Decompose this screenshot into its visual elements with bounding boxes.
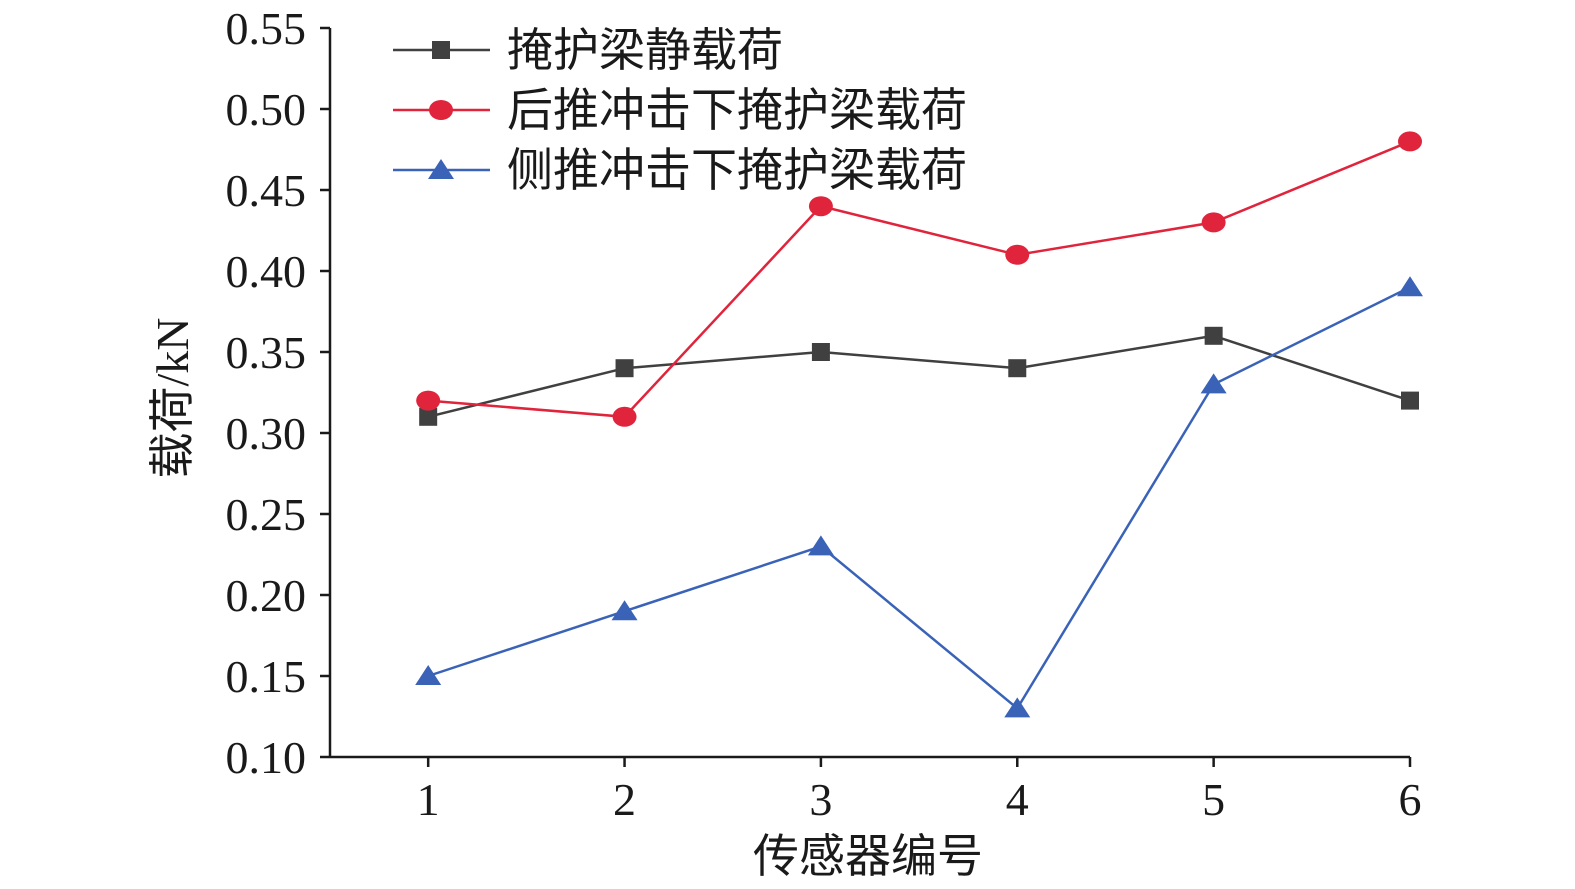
data-point-square bbox=[1204, 326, 1223, 345]
y-tick-label: 0.30 bbox=[226, 408, 307, 459]
data-point-square bbox=[1401, 391, 1419, 410]
x-tick-label: 4 bbox=[1006, 774, 1029, 825]
y-ticks: 0.10 0.15 0.20 0.25 0.30 0.35 0.40 0.45 0.50 0.55 bbox=[226, 3, 330, 783]
data-point-circle bbox=[1398, 131, 1422, 152]
legend-item: 掩护梁静载荷 bbox=[393, 25, 783, 76]
data-point-circle bbox=[1201, 212, 1226, 233]
y-tick-label: 0.45 bbox=[226, 165, 307, 216]
legend-item: 侧推冲击下掩护梁载荷 bbox=[393, 145, 967, 196]
series-layer bbox=[415, 131, 1423, 718]
data-point-circle bbox=[808, 196, 833, 217]
y-tick-label: 0.10 bbox=[226, 732, 307, 783]
y-tick-label: 0.25 bbox=[226, 489, 307, 540]
y-axis-title: 载荷/kN bbox=[147, 318, 198, 479]
y-tick-label: 0.40 bbox=[226, 246, 307, 297]
data-point-circle bbox=[416, 390, 441, 411]
data-point-triangle bbox=[1004, 697, 1031, 718]
series-line bbox=[428, 140, 1411, 419]
data-point-square bbox=[1008, 359, 1027, 378]
series-triangle bbox=[415, 276, 1423, 718]
y-tick-label: 0.50 bbox=[226, 84, 307, 135]
x-tick-label: 2 bbox=[613, 774, 636, 825]
y-tick-label: 0.15 bbox=[226, 651, 307, 702]
data-point-triangle bbox=[611, 600, 638, 621]
data-point-triangle bbox=[415, 665, 442, 685]
data-point-square bbox=[419, 407, 438, 426]
legend-label: 侧推冲击下掩护梁载荷 bbox=[507, 145, 967, 196]
data-point-square bbox=[615, 359, 634, 378]
x-tick-label: 1 bbox=[417, 774, 440, 825]
legend-item: 后推冲击下掩护梁载荷 bbox=[393, 85, 967, 136]
series-circle bbox=[416, 131, 1422, 427]
data-point-triangle bbox=[1200, 373, 1227, 394]
x-tick-label: 3 bbox=[809, 774, 832, 825]
data-point-square bbox=[811, 343, 830, 361]
x-tick-label: 6 bbox=[1399, 774, 1422, 825]
legend-marker-triangle bbox=[428, 159, 454, 179]
data-point-triangle bbox=[1397, 276, 1423, 297]
data-point-triangle bbox=[807, 535, 834, 556]
x-tick-label: 5 bbox=[1202, 774, 1225, 825]
x-axis-title: 传感器编号 bbox=[753, 831, 983, 882]
legend-marker-circle bbox=[429, 100, 453, 120]
legend-marker-square bbox=[432, 41, 450, 59]
y-tick-label: 0.55 bbox=[226, 3, 307, 54]
data-point-circle bbox=[1005, 244, 1030, 265]
legend-label: 掩护梁静载荷 bbox=[507, 25, 783, 76]
series-line bbox=[427, 286, 1411, 711]
y-tick-label: 0.20 bbox=[226, 570, 307, 621]
legend-label: 后推冲击下掩护梁载荷 bbox=[507, 85, 967, 136]
data-point-circle bbox=[612, 406, 637, 427]
series-line bbox=[427, 334, 1411, 419]
axes bbox=[328, 28, 1410, 759]
series-square bbox=[419, 326, 1419, 426]
y-tick-label: 0.35 bbox=[226, 327, 307, 378]
x-ticks: 1 2 3 4 5 6 bbox=[417, 757, 1422, 825]
